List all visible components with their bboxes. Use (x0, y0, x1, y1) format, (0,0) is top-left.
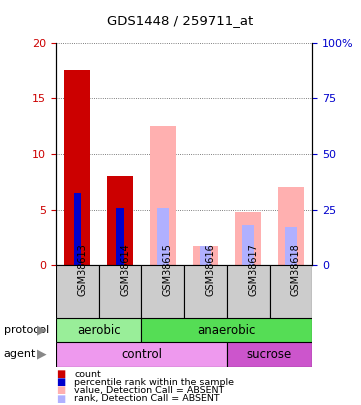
Text: GSM38615: GSM38615 (163, 243, 173, 296)
Text: ■: ■ (56, 369, 65, 379)
Bar (270, 265, 312, 318)
Bar (56, 318, 142, 342)
Bar (150, 126, 175, 265)
Bar (142, 265, 184, 318)
Bar (142, 318, 312, 342)
Bar (56, 265, 99, 318)
Text: count: count (74, 370, 101, 379)
Bar (278, 187, 304, 265)
Text: GSM38614: GSM38614 (120, 243, 130, 296)
Text: GDS1448 / 259711_at: GDS1448 / 259711_at (107, 14, 254, 27)
Text: sucrose: sucrose (247, 348, 292, 361)
Text: rank, Detection Call = ABSENT: rank, Detection Call = ABSENT (74, 394, 219, 403)
Bar (107, 176, 133, 265)
Text: percentile rank within the sample: percentile rank within the sample (74, 378, 234, 387)
Bar (99, 265, 142, 318)
Bar (285, 228, 297, 265)
Bar (65, 70, 90, 265)
Text: protocol: protocol (4, 325, 49, 335)
Text: anaerobic: anaerobic (197, 324, 256, 337)
Text: ■: ■ (56, 386, 65, 395)
Text: GSM38613: GSM38613 (77, 243, 87, 296)
Bar (227, 265, 270, 318)
Text: aerobic: aerobic (77, 324, 121, 337)
Bar (157, 209, 169, 265)
Bar (200, 246, 211, 265)
Text: GSM38616: GSM38616 (205, 243, 216, 296)
Text: GSM38618: GSM38618 (291, 243, 301, 296)
Bar (184, 265, 227, 318)
Text: agent: agent (4, 350, 36, 359)
Text: ■: ■ (56, 394, 65, 403)
Bar (235, 212, 261, 265)
Bar (117, 209, 123, 265)
Text: control: control (121, 348, 162, 361)
Bar (74, 193, 81, 265)
Bar (227, 342, 312, 367)
Bar (193, 246, 218, 265)
Text: value, Detection Call = ABSENT: value, Detection Call = ABSENT (74, 386, 224, 395)
Text: GSM38617: GSM38617 (248, 243, 258, 296)
Text: ▶: ▶ (37, 348, 46, 361)
Text: ▶: ▶ (37, 324, 46, 337)
Bar (56, 342, 227, 367)
Bar (243, 225, 254, 265)
Text: ■: ■ (56, 377, 65, 387)
